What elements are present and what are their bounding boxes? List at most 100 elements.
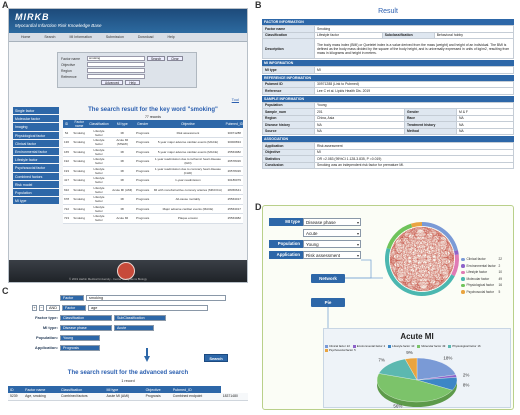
remove-row-button[interactable]: −: [39, 304, 44, 311]
sidebar-item[interactable]: Lifestyle factor: [13, 156, 59, 165]
tool-link[interactable]: Tool: [231, 97, 239, 102]
network-edge: [412, 228, 439, 287]
legend-label: Lifestyle factor: [466, 270, 488, 275]
factor-name-input[interactable]: smoking: [86, 294, 226, 301]
sidebar-item[interactable]: Molecular factor: [13, 115, 59, 124]
advanced-button[interactable]: Advanced: [101, 80, 124, 85]
table-row[interactable]: 165 Smoking Lifestyle factor MI Prognosis 5-y…: [63, 147, 243, 157]
network-edge: [436, 230, 452, 273]
column-header[interactable]: ID: [8, 386, 24, 393]
column-header[interactable]: MI type: [109, 120, 135, 128]
table-row[interactable]: 5239 Age, smoking Combined factors Acute MI…: [8, 393, 248, 401]
network-edge: [392, 229, 436, 248]
legend-swatch: [461, 270, 465, 274]
nav-item-submission[interactable]: Submission: [105, 35, 124, 39]
sidebar-item[interactable]: Single factor: [13, 107, 59, 116]
pie-legend-label: Molecular factor: [421, 344, 442, 348]
column-header[interactable]: Objective: [150, 120, 226, 128]
population-select[interactable]: Young: [60, 334, 100, 341]
add-row-button[interactable]: +: [32, 304, 37, 311]
network-edge: [410, 229, 445, 282]
table-cell: Prognosis: [134, 147, 151, 157]
filter-select[interactable]: Young ▾: [303, 240, 361, 248]
network-edge: [394, 237, 399, 243]
network-edge: [393, 236, 445, 245]
column-header[interactable]: Factor name: [23, 386, 60, 393]
table-cell: Lifestyle factor: [88, 194, 110, 205]
pie-legend-value: 22: [346, 344, 350, 348]
pie-slice-label: 9%: [406, 350, 413, 355]
network-edge: [420, 226, 451, 245]
pie-button[interactable]: Pie: [311, 298, 345, 307]
search-button[interactable]: Search: [204, 354, 228, 362]
column-header[interactable]: Objective: [143, 386, 171, 393]
network-edge: [392, 245, 454, 252]
nav-item-search[interactable]: Search: [44, 35, 56, 39]
filter-select[interactable]: Disease phase ▾: [303, 218, 361, 226]
column-header[interactable]: ID: [63, 120, 71, 128]
acute-select[interactable]: Acute: [114, 324, 154, 331]
clear-button[interactable]: Clear: [167, 56, 183, 61]
network-edge: [396, 239, 449, 241]
column-header[interactable]: Gender: [134, 120, 151, 128]
network-edge: [392, 247, 455, 260]
search-field-input[interactable]: [87, 62, 145, 67]
table-row[interactable]: 632 Smoking Lifestyle factor Acute MI (AMI)…: [63, 185, 243, 195]
subclassification-select[interactable]: SubClassification: [114, 314, 166, 321]
table-row[interactable]: 54 Smoking Lifestyle factor MI Prognosis Risk…: [63, 128, 243, 138]
sidebar-item[interactable]: Psychosocial factor: [13, 164, 59, 173]
table-cell: MI: [109, 147, 135, 157]
column-header[interactable]: Pubmed_ID: [170, 386, 221, 393]
sidebar-item[interactable]: Environmental factor: [13, 147, 59, 157]
table-row[interactable]: 723 Smoking Lifestyle factor Acute MI Progno…: [63, 213, 243, 224]
filter-select[interactable]: Acute ▾: [303, 229, 361, 237]
table-row[interactable]: 417 Smoking Lifestyle factor MI Prognosis 1-y…: [63, 175, 243, 186]
table-row[interactable]: 192 Smoking Lifestyle factor MI Prognosis 1-y…: [63, 156, 243, 167]
nav-item-home[interactable]: Home: [21, 35, 31, 39]
search-field-input[interactable]: smoking: [87, 56, 145, 61]
filter-value: Acute: [306, 231, 318, 236]
sidebar-item[interactable]: MI type: [13, 197, 59, 206]
search-field-input[interactable]: [87, 74, 145, 79]
sidebar-item[interactable]: Imaging: [13, 123, 59, 132]
disease-phase-select[interactable]: Disease phase: [60, 324, 112, 331]
table-row[interactable]: 722 Smoking Lifestyle factor MI Prognosis Maj…: [63, 204, 243, 214]
column-header[interactable]: MI type: [104, 386, 144, 393]
table-row[interactable]: 678 Smoking Lifestyle factor MI Prognosis All…: [63, 194, 243, 205]
network-edge: [410, 229, 432, 290]
sidebar-item[interactable]: Combined factors: [13, 172, 59, 181]
help-button[interactable]: Help: [125, 80, 140, 85]
nav-item-mi-information[interactable]: MI Information: [69, 35, 92, 39]
column-header[interactable]: Pubmed_ID: [225, 120, 243, 128]
search-button[interactable]: Search: [147, 56, 166, 61]
filter-select[interactable]: Risk assessment ▾: [303, 251, 361, 259]
factor-name-select[interactable]: Factor name: [60, 294, 84, 305]
site-logo[interactable]: MIRKB: [15, 12, 50, 22]
nav-item-download[interactable]: Download: [137, 35, 154, 39]
sidebar-item[interactable]: Physiological factor: [13, 131, 59, 140]
application-select[interactable]: Prognosis: [60, 344, 100, 351]
network-edge: [390, 231, 406, 263]
sidebar-item[interactable]: Population: [13, 188, 59, 198]
legend-item: Psychosocial factor 5: [461, 289, 511, 296]
table-cell: Smoking: [70, 147, 89, 157]
column-header[interactable]: Classification: [59, 386, 105, 393]
nav-item-help[interactable]: Help: [167, 35, 175, 39]
sidebar-item[interactable]: Clinical factor: [13, 139, 59, 148]
table-row[interactable]: 136 Smoking Lifestyle factor Acute MI (STEM…: [63, 137, 243, 148]
second-factor-input[interactable]: age: [88, 304, 208, 311]
second-factor-select[interactable]: Factor name: [62, 304, 86, 315]
pie-legend-value: 16: [477, 344, 481, 348]
filter-value: Disease phase: [306, 220, 336, 225]
column-header[interactable]: Classification: [88, 120, 110, 128]
logic-select[interactable]: AND: [46, 304, 60, 311]
column-header[interactable]: Factor name: [70, 120, 89, 128]
network-edge: [392, 229, 434, 246]
sidebar-item[interactable]: Risk model: [13, 180, 59, 189]
network-button[interactable]: Network: [311, 274, 345, 283]
table-cell: 28366641: [225, 185, 243, 195]
classification-select[interactable]: Classification: [60, 314, 112, 321]
search-field-input[interactable]: [87, 68, 145, 73]
table-row[interactable]: 193 Smoking Lifestyle factor MI Prognosis 1-y…: [63, 166, 243, 176]
network-edge: [427, 227, 444, 283]
